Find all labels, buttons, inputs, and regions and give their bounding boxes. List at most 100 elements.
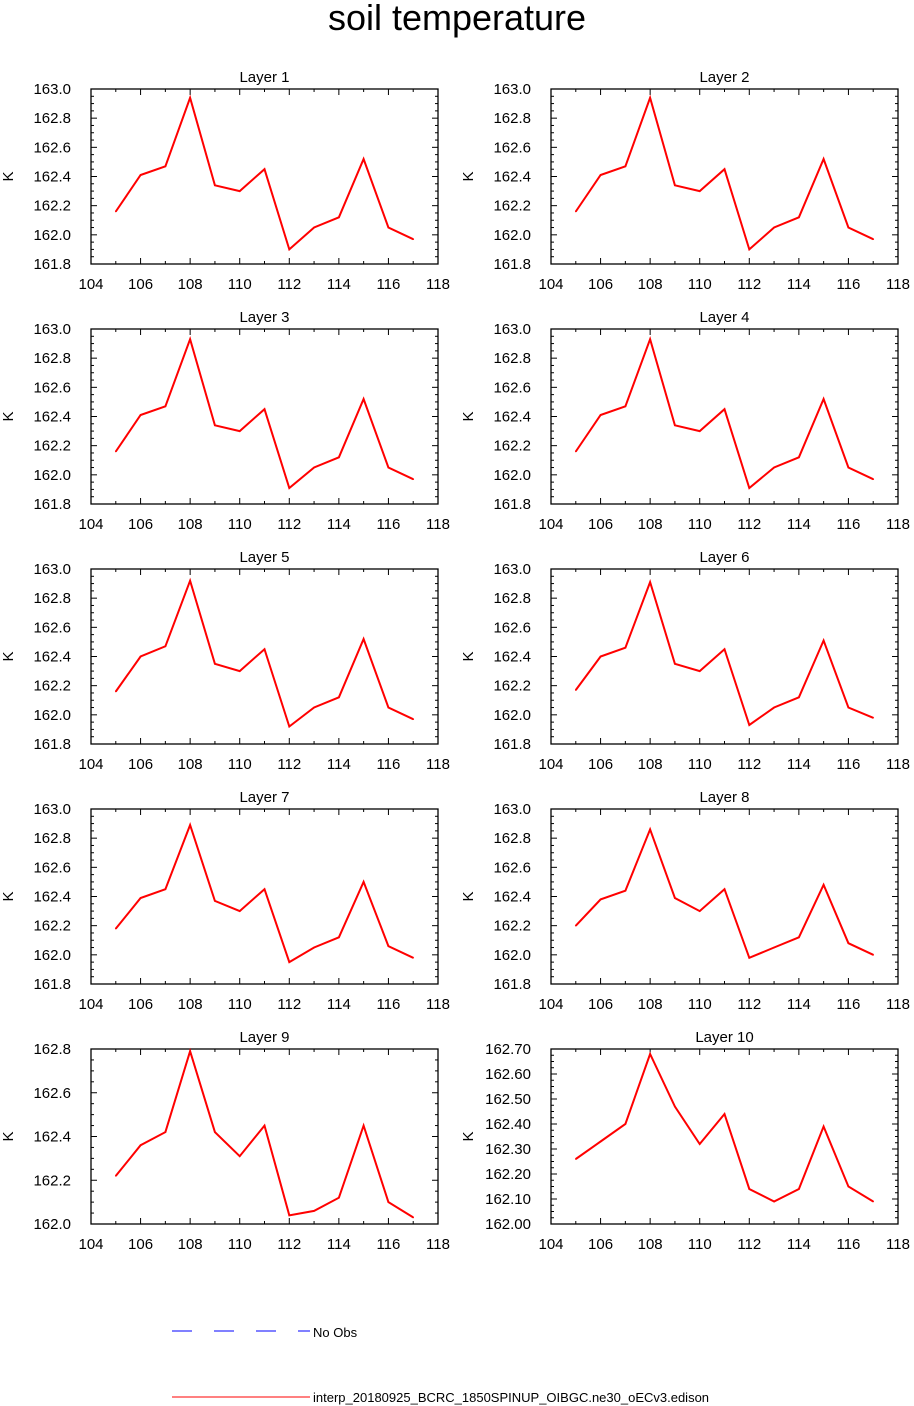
data-point [362,881,365,883]
y-tick-label: 161.8 [493,256,531,273]
data-point [288,961,291,963]
data-point [412,478,415,481]
panel-layer-8: Layer 8 K 104 106 108 110 112 114 116 118 161.8 162… [460,789,910,1013]
x-tick-label: 104 [78,756,103,773]
y-tick-label: 162.4 [493,169,531,186]
x-tick-label: 106 [128,276,153,293]
data-point [338,456,340,459]
data-point [114,927,117,930]
data-point [189,824,191,826]
panel-title: Layer 2 [699,69,749,86]
data-point [387,226,390,229]
x-tick-label: 106 [128,516,153,533]
data-point [263,888,266,891]
y-axis-label: K [460,1131,477,1141]
x-tick-label: 104 [538,276,563,293]
y-tick-label: 161.8 [493,736,531,753]
data-point [847,1185,850,1188]
x-tick-label: 114 [787,996,811,1013]
y-tick-label: 162.2 [33,438,71,455]
x-tick-label: 114 [327,516,351,533]
y-tick-label: 162.0 [493,467,531,484]
y-tick-label: 162.8 [33,110,71,127]
panel-title: Layer 3 [239,309,289,326]
data-point [387,1201,390,1203]
x-tick-label: 104 [538,996,563,1013]
y-tick-label: 162.4 [33,409,71,426]
data-point [698,1143,701,1145]
data-point [798,1188,800,1190]
y-tick-label: 161.8 [33,736,71,753]
panel-title: Layer 5 [239,549,289,566]
panel-title: Layer 10 [695,1029,753,1046]
panel-layer-9: Layer 9 K 104 106 108 110 112 114 116 118 162.0 162… [0,1029,450,1253]
y-tick-label: 162.4 [33,889,71,906]
x-tick-label: 112 [277,756,301,773]
y-tick-label: 162.6 [33,379,71,396]
x-tick-label: 110 [228,756,252,773]
x-tick-label: 106 [588,1236,613,1253]
data-point [164,645,167,648]
x-tick-label: 104 [78,1236,103,1253]
y-tick-label: 162.2 [33,678,71,695]
data-point [624,889,627,892]
data-point [847,706,850,709]
data-point [872,716,875,719]
data-point [723,408,726,411]
x-tick-label: 108 [638,1236,663,1253]
x-tick-label: 104 [78,516,103,533]
x-tick-label: 116 [836,516,860,533]
panel-layer-2: Layer 2 K 104 106 108 110 112 114 116 118 161.8 162… [460,69,910,293]
x-tick-label: 116 [836,276,860,293]
y-tick-label: 162.0 [493,947,531,964]
data-point [773,1200,775,1203]
panel-title: Layer 8 [699,789,749,806]
data-point [649,828,651,831]
panel-title: Layer 9 [239,1029,289,1046]
x-tick-label: 116 [376,516,400,533]
data-point [214,1131,216,1133]
data-point [624,1123,627,1125]
y-tick-label: 163.0 [33,801,71,818]
x-tick-label: 110 [228,996,252,1013]
x-tick-label: 118 [886,276,910,293]
data-point [238,910,241,912]
x-tick-label: 116 [376,996,400,1013]
x-tick-label: 114 [787,1236,811,1253]
x-tick-label: 114 [787,516,811,533]
y-tick-label: 162.8 [33,590,71,607]
data-point [139,1144,142,1147]
data-point [798,456,800,459]
x-tick-label: 114 [327,996,351,1013]
x-tick-label: 108 [638,276,663,293]
data-point [624,405,627,408]
data-point [649,96,651,99]
y-tick-label: 161.8 [33,496,71,513]
data-point [214,184,216,187]
data-point [139,655,142,658]
data-point [822,398,825,400]
panel-title: Layer 1 [239,69,289,86]
data-point [412,718,415,721]
data-point [748,1188,751,1190]
x-tick-label: 118 [426,276,450,293]
data-point [263,1124,266,1127]
x-tick-label: 116 [376,1236,400,1253]
data-point [822,158,825,160]
y-tick-label: 162.8 [33,830,71,847]
data-point [723,1113,726,1115]
y-tick-label: 162.4 [493,649,531,666]
data-point [189,96,191,99]
y-tick-label: 162.6 [493,379,531,396]
data-point [847,942,850,944]
data-point [723,168,726,171]
data-point [624,646,627,649]
data-point [313,706,315,709]
x-tick-label: 112 [277,996,301,1013]
x-tick-label: 116 [376,276,400,293]
y-axis-label: K [460,651,477,661]
x-tick-label: 114 [327,276,351,293]
data-point [387,706,390,709]
x-tick-label: 110 [688,1236,712,1253]
y-tick-label: 163.0 [493,81,531,98]
